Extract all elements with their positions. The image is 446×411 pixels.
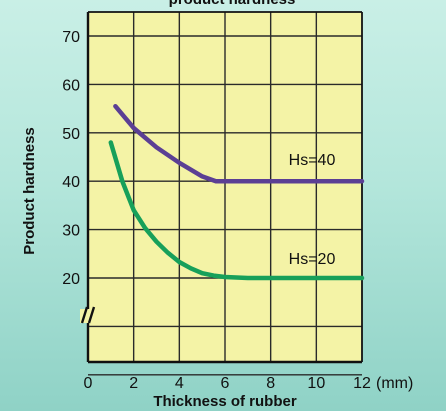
series-line-hs-40	[113, 103, 365, 184]
axis-break-mark	[80, 306, 96, 324]
labels: 20 30 40 50 60 70 0 2 4 6 8 10 12 (mm) Thickness of ru…	[21, 0, 413, 410]
series-label-hs-20: Hs=20	[289, 251, 336, 268]
x-tick-label-0: 0	[84, 375, 93, 392]
series-label-hs-40: Hs=40	[289, 152, 336, 169]
series-lines	[108, 103, 365, 281]
x-tick-label-6: 6	[221, 375, 230, 392]
x-axis-unit: (mm)	[376, 375, 413, 392]
x-tick-label-2: 2	[129, 375, 138, 392]
y-tick-label-40: 40	[62, 174, 80, 191]
y-tick-label-60: 60	[62, 77, 80, 94]
x-axis-title: Thickness of rubber	[153, 393, 297, 410]
series-line-hs-20	[108, 140, 365, 281]
y-tick-label-20: 20	[62, 271, 80, 288]
y-axis-title: Product hardness	[21, 127, 38, 255]
x-tick-label-12: 12	[353, 375, 371, 392]
grid	[88, 12, 362, 376]
x-tick-label-4: 4	[175, 375, 184, 392]
y-tick-label-50: 50	[62, 126, 80, 143]
x-tick-label-10: 10	[307, 375, 325, 392]
y-tick-label-70: 70	[62, 29, 80, 46]
x-tick-label-8: 8	[266, 375, 275, 392]
y-tick-label-30: 30	[62, 223, 80, 240]
chart-title: product hardness	[169, 0, 296, 8]
axes	[80, 11, 363, 364]
